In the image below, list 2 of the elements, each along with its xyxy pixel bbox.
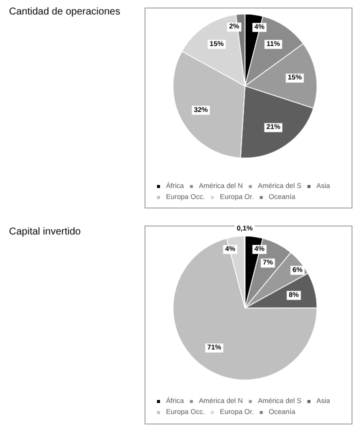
text: Capital invertido [9,226,82,238]
text: Cantidad de operaciones [9,6,120,18]
